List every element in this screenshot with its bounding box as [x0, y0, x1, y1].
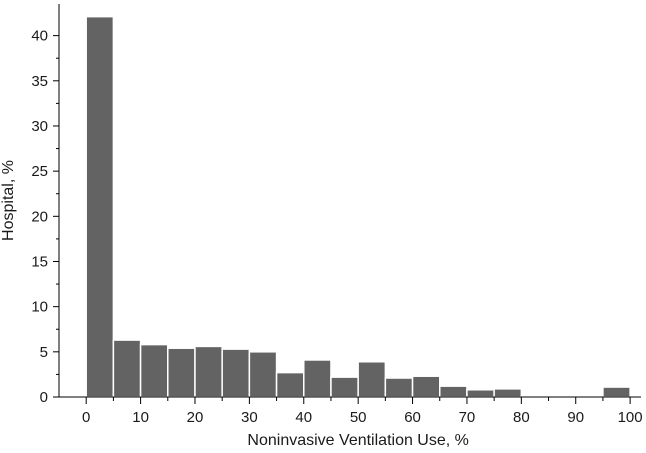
histogram-bar-14 [466, 389, 495, 398]
histogram-bar-1 [112, 339, 142, 398]
y-tick-label: 5 [40, 344, 48, 361]
x-tick-label: 50 [350, 409, 367, 426]
y-tick-label: 0 [40, 389, 48, 406]
histogram-bar-7 [275, 371, 305, 398]
y-tick-label: 25 [31, 163, 48, 180]
x-axis-ticks: 0 10 20 30 40 50 60 70 80 90 100 [82, 397, 643, 426]
y-tick-label: 10 [31, 299, 48, 316]
histogram-bar-0 [85, 15, 115, 398]
x-tick-label: 10 [132, 409, 149, 426]
x-tick-label: 40 [295, 409, 312, 426]
histogram-bar-19 [602, 386, 631, 398]
histogram-bar-5 [221, 348, 251, 398]
histogram-bar-6 [248, 351, 278, 398]
histogram-bar-10 [357, 361, 387, 398]
y-axis-ticks: 0 5 10 15 20 25 30 35 40 [31, 28, 59, 406]
x-tick-label: 90 [567, 409, 584, 426]
x-tick-label: 0 [82, 409, 90, 426]
histogram-bar-11 [384, 377, 414, 398]
x-tick-label: 100 [618, 409, 643, 426]
x-tick-label: 70 [459, 409, 476, 426]
histogram-bar-8 [303, 359, 332, 398]
y-tick-label: 35 [31, 73, 48, 90]
x-tick-label: 60 [404, 409, 421, 426]
histogram-bar-12 [411, 375, 441, 398]
histogram-bar-2 [139, 343, 169, 398]
bars-group [85, 15, 631, 398]
y-tick-label: 15 [31, 253, 48, 270]
histogram-bar-9 [330, 376, 359, 398]
y-tick-label: 30 [31, 118, 48, 135]
y-tick-label: 40 [31, 28, 48, 45]
histogram-bar-3 [167, 347, 196, 398]
x-tick-label: 80 [513, 409, 530, 426]
y-axis-title: Hospital, % [0, 160, 17, 241]
y-tick-label: 20 [31, 208, 48, 225]
x-axis-title: Noninvasive Ventilation Use, % [247, 432, 468, 449]
x-tick-label: 30 [241, 409, 258, 426]
histogram-bar-4 [194, 345, 223, 398]
x-tick-label: 20 [187, 409, 204, 426]
histogram-bar-13 [438, 385, 468, 398]
histogram-bar-15 [493, 388, 523, 398]
